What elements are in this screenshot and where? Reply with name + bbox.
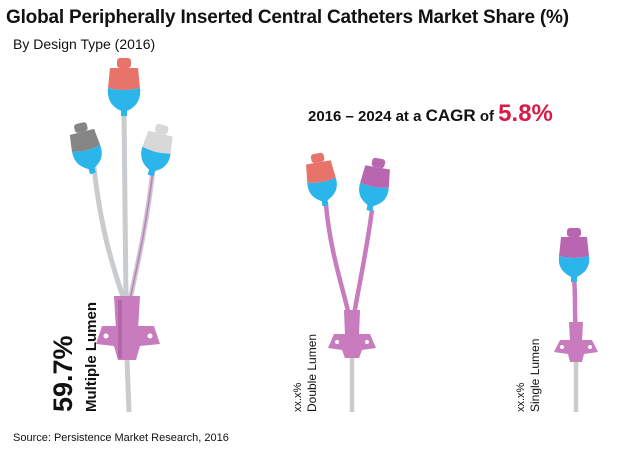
- value-label-multiple-lumen: 59.7%: [48, 335, 78, 412]
- label-single-lumen: xx.x%: [515, 382, 527, 412]
- category-label-double-lumen: Double Lumen: [305, 334, 319, 412]
- double-lumen-cap-right: [359, 157, 390, 212]
- chart-title: Global Peripherally Inserted Central Cat…: [6, 7, 569, 28]
- cagr-prefix: 2016 – 2024 at a: [308, 108, 426, 125]
- multiple-lumen-tube-center: [121, 111, 129, 301]
- source-note: Source: Persistence Market Research, 201…: [13, 432, 229, 444]
- cagr-label: CAGR: [425, 106, 476, 125]
- category-label-single-lumen: Single Lumen: [528, 339, 542, 412]
- category-label-multiple-lumen: Multiple Lumen: [83, 302, 100, 412]
- multiple-lumen-cap-center: [107, 58, 141, 116]
- multiple-lumen-hub: [96, 296, 160, 360]
- label-double-lumen: xx.x%: [292, 382, 304, 412]
- multiple-lumen-tube-tail: [124, 359, 132, 413]
- catheter-single-lumen: [554, 228, 598, 412]
- cagr-annotation: 2016 – 2024 at a CAGR of 5.8%: [308, 100, 553, 128]
- category-label-multiple-lumen-wrap: Multiple Lumen: [83, 302, 100, 412]
- double-lumen-tube-right: [351, 209, 375, 316]
- multiple-lumen-cap-right: [141, 123, 173, 177]
- cagr-value: 5.8%: [498, 100, 553, 127]
- value-label-single-lumen: xx.x%: [515, 382, 527, 412]
- single-lumen-cap: [558, 228, 590, 282]
- multiple-lumen-tube-right-accent: [129, 169, 154, 301]
- multiple-lumen-cap-left: [69, 122, 102, 175]
- category-label-single-lumen-wrap: Single Lumen: [528, 339, 542, 412]
- category-label-double-lumen-wrap: Double Lumen: [305, 334, 319, 412]
- chart-subtitle: By Design Type (2016): [13, 36, 156, 52]
- double-lumen-cap-left: [306, 152, 337, 207]
- double-lumen-tube-left: [323, 204, 352, 316]
- double-lumen-hub: [328, 310, 376, 358]
- cagr-middle: of: [475, 108, 499, 125]
- value-label-double-lumen: xx.x%: [292, 382, 304, 412]
- single-lumen-hub: [554, 322, 598, 362]
- catheter-double-lumen: [306, 152, 390, 412]
- multiple-lumen-tube-left: [90, 157, 127, 301]
- label-multiple-lumen: 59.7%: [48, 335, 78, 412]
- catheter-multiple-lumen: [69, 58, 173, 413]
